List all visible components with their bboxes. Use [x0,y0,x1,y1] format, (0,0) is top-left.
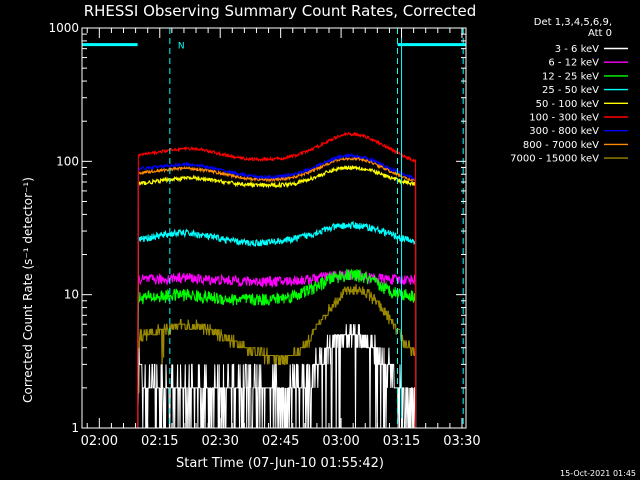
series-12-25-kev [137,268,417,429]
night-label: N [178,42,185,52]
y-tick-label: 100 [56,154,79,168]
x-tick-label: 02:00 [81,434,118,449]
legend-label: 25 - 50 keV [542,85,599,96]
series-layer [137,131,417,429]
series-7000-15000-kev [137,284,417,429]
x-tick-label: 02:45 [262,434,299,449]
y-tick-label: 10 [64,288,79,302]
legend-header: Det 1,3,4,5,6,9, [534,17,612,28]
legend-label: 300 - 800 keV [529,126,599,137]
legend-header: Att 0 [588,28,612,39]
y-tick-label: 1 [71,421,79,435]
legend-label: 100 - 300 keV [529,113,599,124]
y-axis-label: Corrected Count Rate (s⁻¹ detector⁻¹) [21,177,35,403]
legend-label: 800 - 7000 keV [523,140,599,151]
series-3-6-kev [137,324,416,429]
legend: Det 1,3,4,5,6,9,Att 0 3 - 6 keV 6 - 12 keV… [510,17,628,165]
x-tick-label: 03:30 [443,434,480,449]
series-line [137,164,417,429]
series-line [137,220,417,429]
x-axis-label: Start Time (07-Jun-10 01:55:42) [176,456,384,471]
axis-layer: 1 10 100 1000 02:00 02:15 02:30 02:45 03:00 03:15… [48,21,480,449]
legend-label: 12 - 25 keV [542,71,599,82]
chart-title: RHESSI Observing Summary Count Rates, Co… [84,2,477,20]
x-tick-label: 02:30 [201,434,238,449]
series-line [137,152,417,429]
series-25-50-kev [137,220,417,429]
x-tick-label: 03:00 [322,434,359,449]
series-line [137,131,417,429]
footer-date: 15-Oct-2021 01:45 [560,469,636,478]
series-300-800-kev [137,152,417,429]
plot-frame [81,27,467,429]
series-line [137,284,417,429]
y-tick-label: 1000 [48,21,79,35]
series-100-300-kev [137,131,417,429]
series-50-100-kev [137,164,417,429]
series-line [137,268,417,429]
x-tick-label: 02:15 [141,434,178,449]
legend-label: 6 - 12 keV [548,58,599,69]
series-line [137,324,416,429]
legend-label: 50 - 100 keV [536,99,600,110]
series-line [137,155,417,429]
legend-label: 7000 - 15000 keV [510,154,599,165]
x-tick-label: 03:15 [383,434,420,449]
legend-label: 3 - 6 keV [555,44,599,55]
series-800-7000-kev [137,155,417,429]
